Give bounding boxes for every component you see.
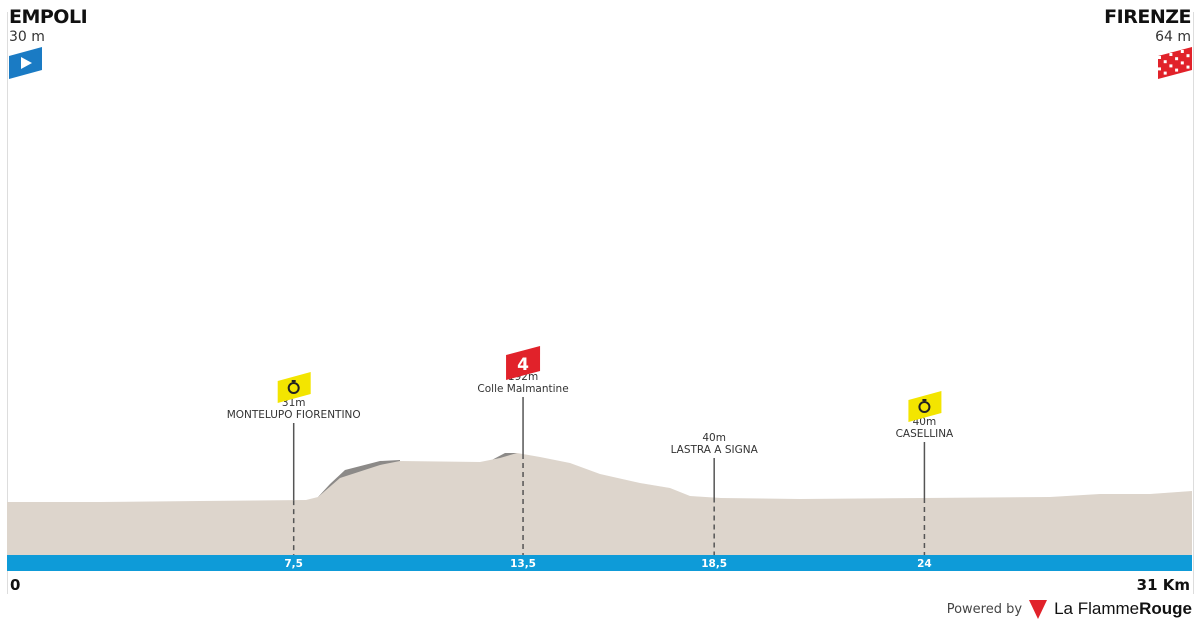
distance-bar xyxy=(7,555,1192,571)
km-marker: 7,5 xyxy=(284,558,303,570)
climb-category-flag: 4 xyxy=(506,346,541,380)
stopwatch-icon xyxy=(908,391,942,422)
terrain-area xyxy=(7,453,1192,555)
profile-frame xyxy=(7,12,1194,594)
km-marker: 18,5 xyxy=(701,558,727,570)
stopwatch-icon xyxy=(277,372,311,403)
climb-category: 4 xyxy=(517,355,529,375)
waypoint-altitude: 40m xyxy=(702,432,726,444)
start-km: 0 xyxy=(10,576,21,594)
start-city: EMPOLI xyxy=(9,6,88,28)
start-flag-icon xyxy=(9,47,42,79)
flamme-rouge-logo-icon xyxy=(1029,600,1048,619)
checkered-flag-icon xyxy=(1158,47,1192,79)
start-altitude: 30 m xyxy=(9,29,45,45)
finish-city: FIRENZE xyxy=(1104,6,1191,28)
waypoint-name: LASTRA A SIGNA xyxy=(671,444,759,456)
waypoint-name: CASELLINA xyxy=(896,428,954,440)
km-marker: 24 xyxy=(917,558,932,570)
finish-altitude: 64 m xyxy=(1155,29,1191,45)
waypoint-name: Colle Malmantine xyxy=(477,383,568,395)
waypoint-name: MONTELUPO FIORENTINO xyxy=(227,409,361,421)
powered-by-label: Powered by xyxy=(946,601,1023,617)
end-km: 31 Km xyxy=(1136,576,1190,594)
brand-name: La FlammeRouge xyxy=(1054,599,1192,618)
km-marker: 13,5 xyxy=(510,558,536,570)
powered-by: Powered by La FlammeRouge xyxy=(947,598,1192,620)
